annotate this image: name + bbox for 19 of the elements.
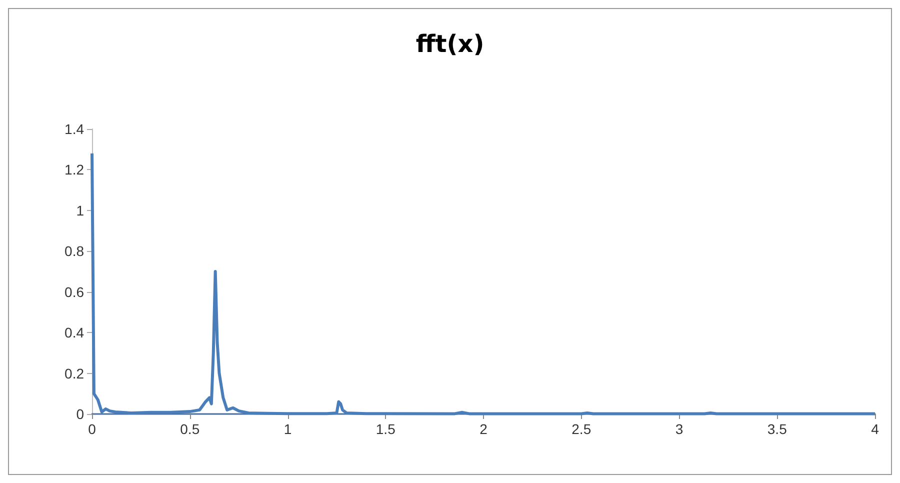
line-series [90,152,876,416]
x-tick-label: 2 [480,421,488,437]
y-tick-label: 0.4 [64,324,84,341]
x-tick-label: 1.5 [376,421,396,437]
y-tick-label: 0 [76,406,84,422]
x-tick-label: 1 [284,421,292,437]
x-tick-label: 0.5 [180,421,200,437]
x-tick-label: 3.5 [767,421,788,437]
y-tick-label: 0.6 [64,284,84,300]
x-tick-label: 0 [88,421,96,437]
x-tick-label: 4 [871,421,880,437]
y-tick-label: 1.4 [64,121,84,137]
x-tick-label: 2.5 [572,421,592,437]
y-tick-label: 1 [76,202,84,218]
y-tick-label: 0.8 [64,243,84,260]
y-tick-label: 1.2 [64,162,84,178]
x-tick-label: 3 [675,421,684,437]
y-tick-label: 0.2 [64,365,84,382]
chart-title: fft(x) [416,30,484,58]
